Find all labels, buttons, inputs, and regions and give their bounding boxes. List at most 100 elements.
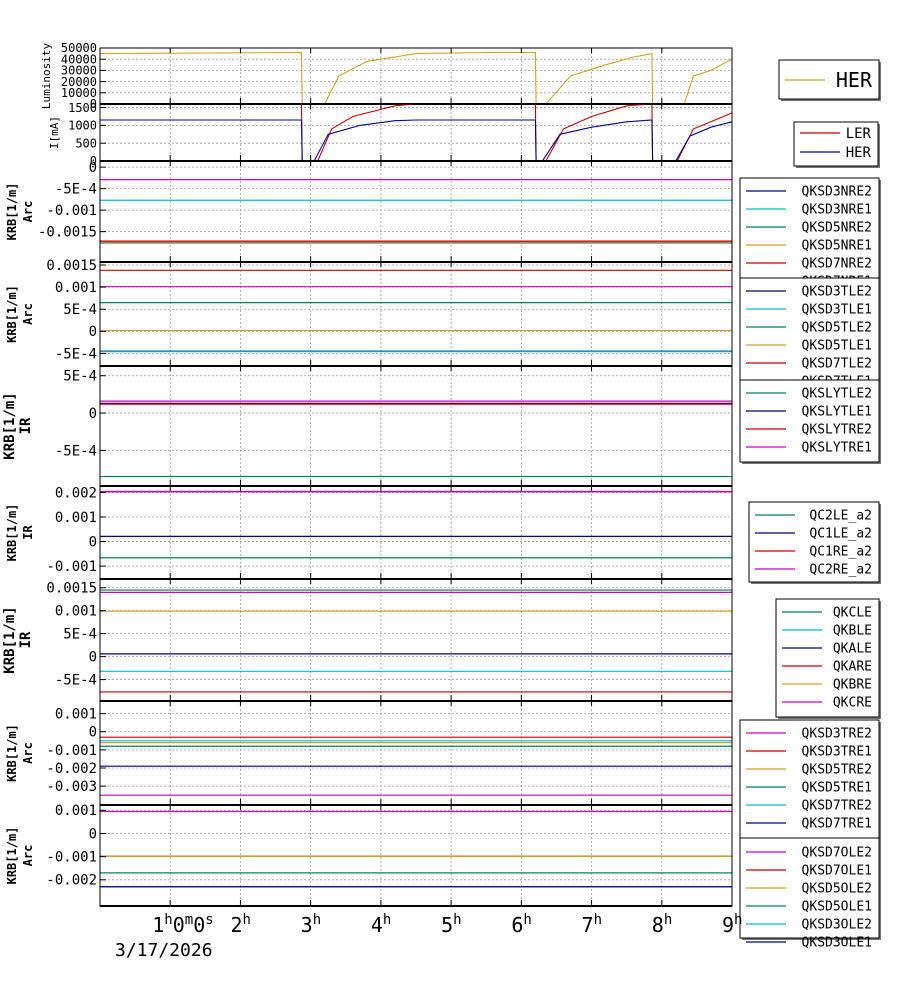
legend-entry: QKSD7TRE1 bbox=[802, 817, 872, 832]
legend-entry: QKSD5TRE2 bbox=[802, 763, 872, 778]
legend-entry: QKSD7NRE2 bbox=[802, 257, 872, 272]
x-tick-label: 5h bbox=[441, 912, 461, 937]
y-tick-label: -0.001 bbox=[46, 559, 97, 575]
y-tick-label: 5E-4 bbox=[63, 369, 97, 385]
panel-4: 0.0015 0.001 5E-4 0 -5E-4 KRB[1/m] Arc bbox=[5, 258, 733, 367]
y-tick-label: -0.0015 bbox=[38, 225, 97, 241]
x-tick-label: 1h0m0s bbox=[152, 912, 213, 937]
legend-entry: QKSD3TRE1 bbox=[802, 745, 872, 760]
y-axis-label: Arc bbox=[21, 742, 35, 764]
y-tick-label: -0.002 bbox=[46, 873, 97, 889]
legend-entry: QKSD5NRE2 bbox=[802, 221, 872, 236]
y-tick-label: 0.0015 bbox=[46, 258, 97, 274]
legend-entry: HER bbox=[846, 145, 872, 161]
legend-entry: HER bbox=[836, 68, 873, 92]
y-tick-label: 0 bbox=[89, 725, 97, 741]
legend-box bbox=[739, 719, 880, 841]
legend-1: HER bbox=[778, 59, 881, 101]
legend-entry: QKSD3TRE2 bbox=[802, 727, 872, 742]
legend-entry: QKSD5TLE2 bbox=[802, 321, 872, 336]
y-tick-label: 0.001 bbox=[55, 280, 97, 296]
legend-entry: QKSD3OLE1 bbox=[802, 936, 872, 951]
legend-entry: QKSD5OLE2 bbox=[802, 882, 872, 897]
series-group bbox=[100, 400, 732, 478]
legend-entry: QC1LE_a2 bbox=[809, 527, 872, 542]
y-tick-label: 0 bbox=[89, 160, 97, 176]
grid bbox=[100, 104, 732, 162]
series-group bbox=[100, 736, 732, 796]
x-tick-label: 9h bbox=[722, 912, 742, 937]
x-tick-label: 4h bbox=[371, 912, 391, 937]
x-tick-label: 6h bbox=[511, 912, 531, 937]
legend-7: QKCLE QKBLE QKALE QKARE QKBRE QKCRE bbox=[775, 598, 881, 719]
grid bbox=[100, 579, 732, 701]
y-axis-label: Arc bbox=[21, 303, 35, 325]
legend-5: QKSLYTLE2 QKSLYTLE1 QKSLYTRE2 QKSLYTRE1 bbox=[739, 379, 881, 464]
panel-2: 1500 1000 500 0 I[mA] bbox=[48, 101, 733, 168]
y-axis-label: KRB[1/m] bbox=[2, 392, 18, 459]
series-group bbox=[100, 589, 732, 693]
y-tick-label: 30000 bbox=[61, 64, 97, 78]
y-tick-label: -0.002 bbox=[46, 761, 97, 777]
legend-entry: QKSD5TLE1 bbox=[802, 339, 872, 354]
panel-9: 0.001 0 -0.001 -0.002 KRB[1/m] Arc bbox=[5, 803, 733, 907]
grid bbox=[100, 701, 732, 805]
series-group bbox=[100, 269, 732, 353]
legend-entry: QKSLYTLE2 bbox=[802, 387, 872, 402]
legend-box bbox=[775, 598, 880, 718]
y-tick-label: 10000 bbox=[61, 86, 97, 100]
y-axis-label: Arc bbox=[21, 845, 35, 867]
legend-entry: QKSD7OLE2 bbox=[802, 846, 872, 861]
y-tick-label: 0 bbox=[89, 826, 97, 842]
series-group bbox=[100, 490, 732, 559]
y-tick-label: 50000 bbox=[61, 41, 97, 55]
x-tick-label: 7h bbox=[582, 912, 602, 937]
grid bbox=[100, 366, 732, 486]
y-tick-label: 0.001 bbox=[55, 510, 97, 526]
legend-entry: QKSD7TRE2 bbox=[802, 799, 872, 814]
y-tick-label: 0 bbox=[90, 154, 97, 168]
y-tick-label: -5E-4 bbox=[55, 182, 97, 198]
y-axis-label: KRB[1/m] bbox=[5, 285, 19, 343]
legend-box bbox=[793, 121, 879, 167]
y-tick-label: 40000 bbox=[61, 52, 97, 66]
series-group bbox=[100, 810, 732, 888]
legend-entry: QKSLYTRE2 bbox=[802, 423, 872, 438]
y-axis-label: Arc bbox=[21, 201, 35, 223]
legend-entry: QKCRE bbox=[833, 696, 872, 711]
legend-box bbox=[739, 379, 880, 463]
y-tick-label: 5E-4 bbox=[63, 302, 97, 318]
grid bbox=[100, 161, 732, 262]
y-tick-label: -0.001 bbox=[46, 743, 97, 759]
panel-7: 0.0015 0.001 5E-4 0 -5E-4 KRB[1/m] IR bbox=[2, 578, 733, 702]
legend-entry: QKSD7OLE1 bbox=[802, 864, 872, 879]
legend-8: QKSD3TRE2 QKSD3TRE1 QKSD5TRE2 QKSD5TRE1 QKSD… bbox=[739, 719, 881, 842]
y-axis-label: Luminosity bbox=[40, 43, 53, 110]
y-tick-label: 500 bbox=[75, 136, 97, 150]
x-date-label: 3/17/2026 bbox=[115, 940, 213, 961]
y-axis-label: KRB[1/m] bbox=[5, 827, 19, 885]
y-tick-label: 0 bbox=[89, 650, 97, 666]
legend-2: LER HER bbox=[793, 121, 880, 168]
legend-entry: QKSD7TLE2 bbox=[802, 357, 872, 372]
series-line-her bbox=[99, 51, 733, 105]
y-axis-label: KRB[1/m] bbox=[5, 724, 19, 782]
plot-frame bbox=[99, 700, 733, 806]
y-tick-label: 0 bbox=[89, 324, 97, 340]
y-tick-label: 5E-4 bbox=[63, 627, 97, 643]
panel-8: 0.001 0 -0.001 -0.002 -0.003 KRB[1/m] Arc bbox=[5, 700, 733, 806]
legend-entry: QKSLYTRE1 bbox=[802, 441, 872, 456]
series-group bbox=[100, 179, 732, 244]
legend-entry: LER bbox=[846, 126, 872, 142]
series-group bbox=[100, 103, 733, 162]
plot-frame bbox=[99, 804, 733, 907]
legend-entry: QC1RE_a2 bbox=[809, 545, 872, 560]
x-axis: 1h0m0s 2h 3h 4h 5h 6h 7h 8h 9h 3/17/2026 bbox=[115, 912, 742, 961]
y-axis-label: IR bbox=[21, 525, 35, 540]
y-tick-label: 0 bbox=[89, 406, 97, 422]
panel-3: 0 -5E-4 -0.001 -0.0015 KRB[1/m] Arc bbox=[5, 160, 733, 263]
y-tick-label: 0.001 bbox=[55, 803, 97, 819]
x-tick-label: 2h bbox=[230, 912, 250, 937]
legend-entry: QKBRE bbox=[833, 678, 872, 693]
